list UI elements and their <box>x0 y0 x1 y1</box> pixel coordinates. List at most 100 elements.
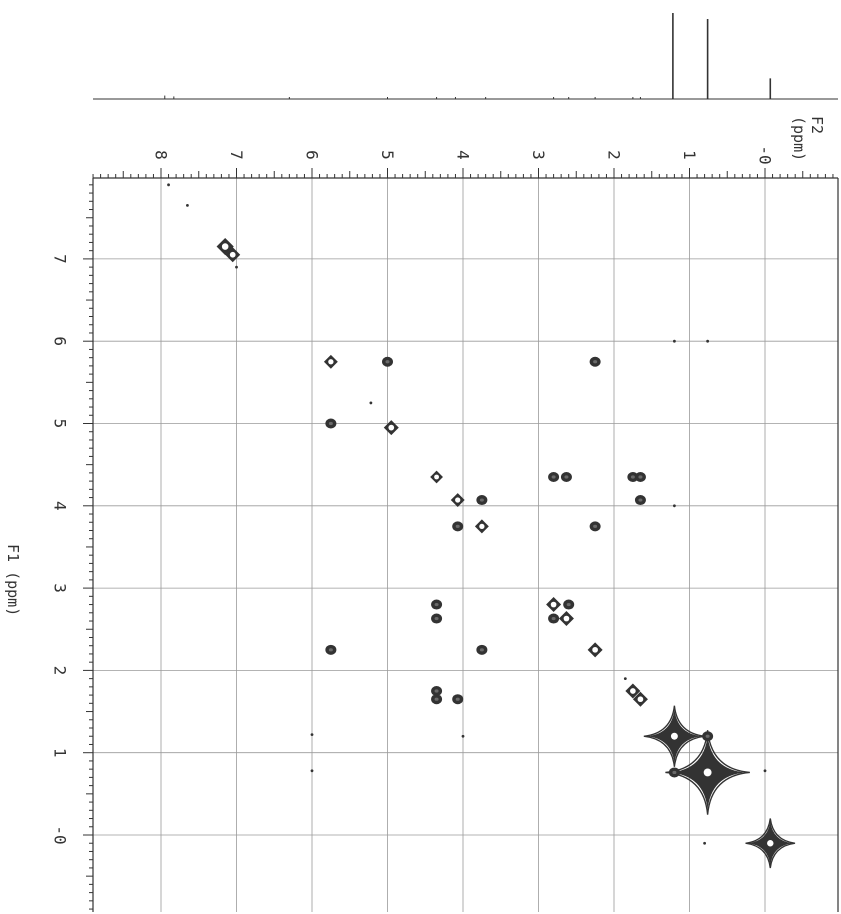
cross-peak-2 <box>382 356 393 367</box>
x-tick-label-7: 1 <box>680 150 699 160</box>
cross-peak-core <box>566 602 571 607</box>
artifact-dot-5 <box>310 733 314 736</box>
cross-peak-16 <box>452 694 464 705</box>
diagonal-peak-outer <box>643 705 706 767</box>
cross-peak-4 <box>431 599 443 610</box>
cross-peak-20 <box>668 767 680 778</box>
diagonal-peak-14 <box>745 818 796 869</box>
f2-axis-label-line2: (ppm) <box>790 116 808 162</box>
cross-peak-9 <box>560 471 572 482</box>
diagonal-peak-hole <box>630 688 636 694</box>
diagonal-peak-outer <box>665 730 750 815</box>
y-tick-label-6: 1 <box>51 748 70 758</box>
artifact-dot-11 <box>703 841 706 845</box>
artifact-dot-3 <box>673 339 676 343</box>
diagonal-peak-3 <box>383 420 399 436</box>
cross-peak-core <box>705 734 710 738</box>
cross-peak-core <box>479 498 484 502</box>
x-tick-label-2: 6 <box>303 150 322 160</box>
y-tick-label-5: 2 <box>51 666 70 676</box>
diagonal-peak-8 <box>558 611 574 627</box>
x-tick-label-5: 3 <box>529 150 548 160</box>
artifact-dot-10 <box>763 769 767 773</box>
cross-peak-core <box>455 697 460 701</box>
diagonal-peak-7 <box>546 597 562 613</box>
diagonal-peak-outer <box>745 818 796 869</box>
diagonal-peak-4 <box>430 470 443 484</box>
cross-peak-core <box>564 475 569 479</box>
cross-peak-core <box>328 421 333 426</box>
x-tick-label-1: 7 <box>227 150 246 160</box>
diagonal-peak-hole <box>479 523 485 530</box>
diagonal-peak-1 <box>225 247 241 263</box>
artifact-dot-7 <box>461 734 465 738</box>
grid-lines <box>93 178 838 912</box>
diagonal-peak-6 <box>474 519 489 534</box>
cross-peak-core <box>479 648 484 652</box>
artifact-dot-6 <box>310 769 314 773</box>
cross-peak-core <box>672 770 677 775</box>
f2-axis-label: F2 (ppm) <box>790 116 826 161</box>
diagonal-peak-hole <box>434 474 440 480</box>
cross-peak-11 <box>634 471 646 482</box>
cross-peak-core <box>630 475 635 479</box>
cross-peak-0 <box>325 418 337 429</box>
diagonal-peak-hole <box>592 646 598 653</box>
diagonal-peak-5 <box>450 493 465 507</box>
artifact-dot-0 <box>167 183 170 187</box>
artifact-dot-1 <box>186 204 189 207</box>
cross-peak-core <box>638 498 643 502</box>
diagonal-peak-12 <box>643 705 706 767</box>
cross-peak-core <box>434 697 439 701</box>
cross-peak-19 <box>548 613 560 624</box>
artifact-dot-12 <box>235 265 238 269</box>
cross-peak-6 <box>431 685 443 696</box>
cross-peak-8 <box>548 471 560 482</box>
x-tick-label-8: -0 <box>756 145 775 164</box>
diagonal-peak-9 <box>587 642 603 658</box>
cross-peak-7 <box>431 694 443 705</box>
artifact-dot-9 <box>623 677 627 681</box>
cross-peak-core <box>551 616 556 621</box>
artifact-dot-4 <box>706 339 710 343</box>
diagonal-peak-hole <box>550 601 557 608</box>
diagonal-peak-hole <box>767 840 774 847</box>
diagonal-peak-hole <box>328 359 334 365</box>
axis-ticks: 8 7 6 5 4 3 2 1 -0 7 6 5 4 3 2 1 -0 <box>51 145 834 910</box>
diagonal-peak-hole <box>703 768 712 777</box>
artifact-dot-8 <box>673 504 676 508</box>
y-tick-label-7: -0 <box>51 825 70 844</box>
diagonal-peak-hole <box>455 497 461 503</box>
cross-peak-10 <box>627 471 639 482</box>
y-tick-label-0: 7 <box>51 254 70 264</box>
cross-peak-13 <box>452 521 464 532</box>
x-tick-label-4: 4 <box>454 150 473 160</box>
y-tick-label-2: 5 <box>51 419 70 429</box>
cross-peak-12 <box>476 495 488 506</box>
cross-peak-core <box>551 475 556 479</box>
cross-peak-5 <box>431 613 443 624</box>
cross-peak-core <box>593 360 598 364</box>
cross-peak-21 <box>702 731 714 742</box>
diagonal-peak-11 <box>632 691 648 707</box>
cross-peak-core <box>434 602 439 607</box>
cross-peak-core <box>385 360 390 364</box>
plot-frame <box>92 177 839 912</box>
diagonal-peak-13 <box>665 730 750 815</box>
cross-peak-core <box>638 475 643 479</box>
diagonal-peak-hole <box>388 424 395 431</box>
diagonal-peak-10 <box>625 683 641 699</box>
cross-peak-14 <box>476 644 488 655</box>
contour-peaks <box>167 183 796 869</box>
cross-peak-1 <box>325 644 337 655</box>
f2-axis-label-line1: F2 <box>808 116 826 135</box>
f2-1d-projection <box>93 13 838 100</box>
y-tick-label-1: 6 <box>51 336 70 346</box>
diagonal-peak-hole <box>563 615 570 622</box>
cross-peak-core <box>328 648 333 652</box>
diagonal-peak-hole <box>229 251 236 258</box>
cross-peak-core <box>455 524 460 528</box>
cross-peak-15 <box>589 521 601 532</box>
y-tick-label-4: 3 <box>51 583 70 593</box>
